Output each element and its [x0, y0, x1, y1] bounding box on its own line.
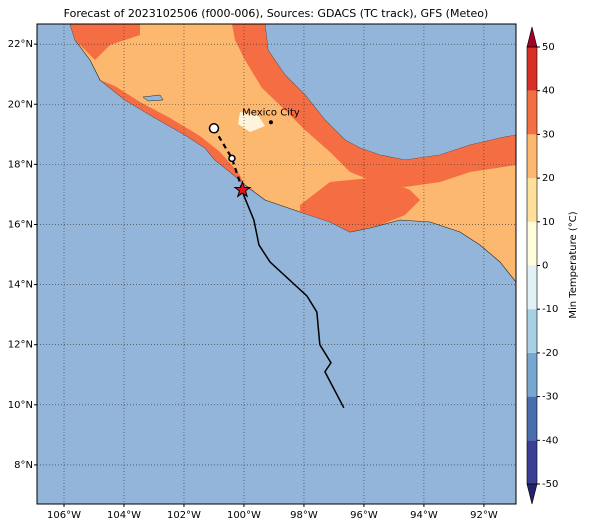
colorbar-tick-label: 30 [542, 129, 555, 140]
x-tick-label: 106°W [47, 510, 81, 521]
x-tick-label: 98°W [290, 510, 318, 521]
colorbar-tick-label: 50 [542, 42, 555, 53]
colorbar-under [526, 483, 538, 505]
colorbar-tick-label: -10 [542, 304, 558, 315]
colorbar-band [527, 178, 537, 222]
cool-region [238, 112, 265, 132]
colorbar-band [527, 309, 537, 353]
y-tick-label: 12°N [8, 340, 33, 351]
colorbar-tick-label: -50 [542, 479, 558, 490]
map-area [37, 24, 516, 504]
y-tick-label: 8°N [14, 460, 33, 471]
warm-region [300, 177, 420, 232]
lake [142, 94, 164, 102]
colorbar-band [527, 221, 537, 266]
colorbar-tick-label: -40 [542, 435, 558, 446]
warm-region [100, 80, 245, 185]
current-position [233, 180, 252, 198]
colorbar-band [527, 134, 537, 179]
colorbar-tick-label: 0 [542, 261, 548, 272]
warm-region [232, 24, 516, 187]
colorbar-band [527, 440, 537, 484]
x-tick-label: 104°W [107, 510, 141, 521]
colorbar-band [527, 90, 537, 135]
colorbar-tick-label: 20 [542, 173, 555, 184]
colorbar-tick-label: -20 [542, 348, 558, 359]
y-tick-label: 20°N [8, 99, 33, 110]
forecast-point [228, 154, 236, 163]
y-tick-label: 14°N [8, 280, 33, 291]
colorbar-over [526, 26, 538, 48]
colorbar-tick-label: 40 [542, 86, 555, 97]
city-marker [268, 120, 273, 125]
colorbar-band [527, 352, 537, 397]
y-tick-label: 16°N [8, 219, 33, 230]
map-title: Forecast of 2023102506 (f000-006), Sourc… [64, 7, 489, 20]
x-tick-label: 94°W [410, 510, 438, 521]
colorbar-band [527, 265, 537, 310]
colorbar-band [527, 47, 537, 91]
y-tick-label: 10°N [8, 400, 33, 411]
track-line [240, 188, 345, 409]
forecast-point [208, 123, 220, 134]
colorbar-tick-label: -30 [542, 392, 558, 403]
y-tick-label: 18°N [8, 159, 33, 170]
x-tick-label: 92°W [470, 510, 498, 521]
colorbar-tick-label: 10 [542, 217, 555, 228]
x-tick-label: 96°W [350, 510, 378, 521]
x-tick-label: 100°W [227, 510, 261, 521]
x-tick-label: 102°W [167, 510, 201, 521]
warm-region [70, 24, 140, 60]
plot-layer: Mexico City [37, 24, 516, 504]
colorbar-label: Min Temperature (°C) [568, 211, 579, 318]
y-tick-label: 22°N [8, 39, 33, 50]
city-label: Mexico City [242, 107, 300, 118]
map-frame [36, 23, 517, 505]
colorbar-band [527, 396, 537, 441]
forecast-track-line [213, 127, 244, 191]
